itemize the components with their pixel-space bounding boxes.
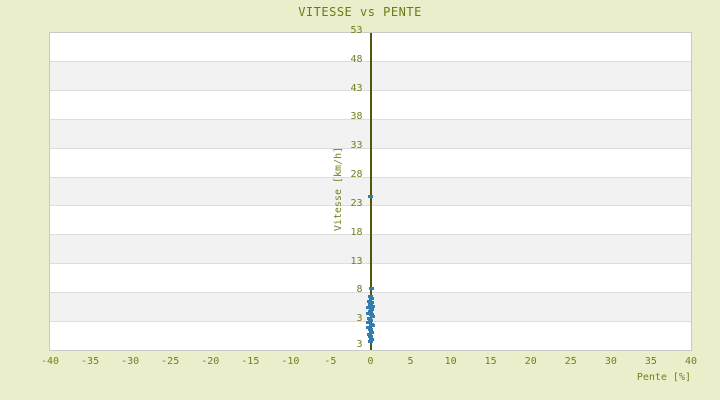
x-tick-label: 30: [604, 356, 617, 367]
data-point[interactable]: [368, 331, 374, 335]
x-tick-label: -25: [161, 356, 180, 367]
x-tick-label: -5: [324, 356, 337, 367]
y-tick-label: 23: [350, 197, 363, 209]
data-point[interactable]: [366, 326, 372, 330]
x-tick-label: 10: [444, 356, 457, 367]
x-axis-title: Pente [%]: [636, 372, 691, 383]
data-point[interactable]: [368, 313, 374, 317]
data-point[interactable]: [369, 315, 375, 319]
chart-title: VITESSE vs PENTE: [298, 5, 422, 19]
y-tick-label: 13: [350, 255, 363, 267]
zero-axis-line: [369, 33, 372, 350]
data-point[interactable]: [365, 311, 371, 315]
y-tick-label: 43: [350, 82, 363, 94]
x-tick-label: 15: [484, 356, 497, 367]
y-tick-label: 53: [350, 25, 363, 36]
y-tick-label: 33: [350, 140, 363, 152]
data-point[interactable]: [368, 295, 373, 299]
data-point[interactable]: [368, 322, 374, 326]
data-point[interactable]: [368, 287, 374, 291]
data-point[interactable]: [368, 308, 374, 312]
y-tick-label: 3: [356, 339, 363, 350]
data-point[interactable]: [365, 320, 371, 324]
x-tick-label: -30: [121, 356, 140, 367]
data-point[interactable]: [368, 301, 374, 305]
data-point[interactable]: [368, 309, 373, 313]
data-point[interactable]: [368, 338, 374, 342]
x-tick-label: 35: [644, 356, 657, 367]
y-tick-label: 38: [350, 111, 363, 123]
x-tick-label: 0: [367, 356, 374, 367]
data-point[interactable]: [367, 299, 373, 303]
data-point[interactable]: [368, 340, 373, 344]
data-point[interactable]: [369, 304, 375, 308]
plot-area: 53 48 43 38 33 28 23 18 13 8 3 3 -40 -35 -30 -25 -20 -15-…: [41, 25, 697, 367]
y-tick-label: 28: [350, 169, 363, 181]
y-tick-label: 3: [356, 313, 363, 325]
y-axis-title: Vitesse [km/h]: [333, 146, 344, 232]
data-point[interactable]: [368, 327, 373, 331]
y-tick-label: 48: [350, 53, 363, 65]
x-tick-label: -40: [40, 356, 60, 367]
data-point[interactable]: [368, 297, 374, 301]
data-point[interactable]: [368, 302, 373, 306]
y-tick-label: 18: [350, 226, 363, 238]
x-tick-label: 40: [684, 356, 698, 367]
data-point[interactable]: [368, 195, 373, 199]
x-tick-label: -35: [81, 356, 100, 367]
data-point[interactable]: [368, 319, 373, 323]
x-tick-label: -20: [201, 356, 220, 367]
data-point[interactable]: [367, 332, 373, 336]
y-tick-label: 8: [356, 284, 363, 296]
data-point[interactable]: [369, 324, 375, 328]
x-tick-label: 20: [524, 356, 537, 367]
data-point[interactable]: [366, 306, 372, 310]
data-point[interactable]: [367, 317, 373, 321]
x-tick-label: -15: [241, 356, 260, 367]
x-tick-label: 25: [564, 356, 577, 367]
x-tick-label: -10: [281, 356, 300, 367]
x-tick-label: 5: [407, 356, 414, 367]
data-point[interactable]: [368, 335, 373, 339]
